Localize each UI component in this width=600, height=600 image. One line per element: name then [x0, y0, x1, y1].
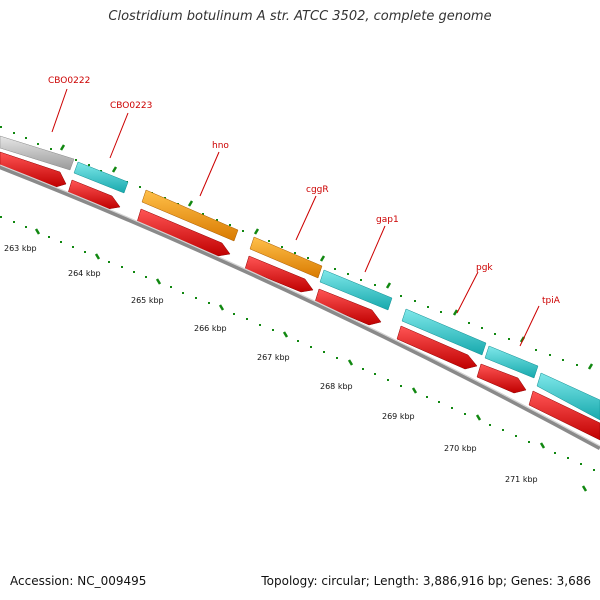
cds-arrow[interactable]	[396, 325, 478, 370]
gene-label-gap1[interactable]: gap1	[376, 215, 399, 225]
leader-line	[109, 112, 129, 159]
cds-arrow[interactable]	[67, 179, 121, 210]
outer-major-ticks	[59, 144, 594, 370]
cds-arrow[interactable]	[528, 390, 600, 441]
gene-label-cbo0223[interactable]: CBO0223	[110, 101, 152, 111]
leader-line	[51, 88, 68, 133]
genome-stats-text: Topology: circular; Length: 3,886,916 bp…	[261, 574, 591, 588]
genome-backbone	[0, 164, 600, 450]
scale-label-265: 265 kbp	[131, 296, 164, 305]
leader-line	[199, 151, 220, 197]
gene-hno-bar[interactable]	[141, 189, 239, 242]
outer-minor-ticks	[0, 126, 578, 366]
cds-arrow[interactable]	[136, 208, 231, 257]
scale-labels: 263 kbp 264 kbp 265 kbp 266 kbp 267 kbp …	[4, 244, 538, 484]
inner-major-ticks	[34, 228, 588, 492]
scale-label-269: 269 kbp	[382, 412, 415, 421]
cds-arrow[interactable]	[0, 151, 67, 188]
gene-cbo0222-bar[interactable]	[0, 135, 75, 171]
gene-labels: CBO0222 CBO0223 hno cggR gap1 pgk tpiA	[48, 76, 561, 347]
accession-text: Accession: NC_009495	[10, 574, 147, 588]
genome-title: Clostridium botulinum A str. ATCC 3502, …	[108, 9, 492, 24]
scale-label-267: 267 kbp	[257, 353, 290, 362]
gene-label-pgk[interactable]: pgk	[476, 263, 493, 273]
inner-minor-ticks	[0, 216, 595, 471]
cds-arrow[interactable]	[314, 288, 382, 326]
scale-label-263: 263 kbp	[4, 244, 37, 253]
leader-line	[456, 271, 479, 314]
gene-next-bar[interactable]	[536, 372, 600, 421]
gene-pgk-bar[interactable]	[401, 308, 487, 356]
cds-arrows	[0, 151, 600, 441]
scale-label-264: 264 kbp	[68, 269, 101, 278]
gene-label-tpia[interactable]: tpiA	[542, 296, 561, 306]
gene-label-cggr[interactable]: cggR	[306, 185, 329, 195]
outer-tick-track	[0, 126, 594, 370]
forward-strand-genes	[0, 135, 600, 421]
cds-arrow[interactable]	[244, 255, 314, 293]
scale-label-271: 271 kbp	[505, 475, 538, 484]
gene-gap1-bar[interactable]	[319, 269, 393, 311]
gene-label-hno[interactable]: hno	[212, 141, 229, 151]
inner-tick-track	[0, 216, 595, 492]
scale-label-268: 268 kbp	[320, 382, 353, 391]
leader-line	[364, 225, 386, 273]
leader-line	[519, 305, 540, 347]
gene-tpia-bar[interactable]	[484, 345, 539, 379]
scale-label-266: 266 kbp	[194, 324, 227, 333]
leader-line	[295, 195, 317, 241]
scale-label-270: 270 kbp	[444, 444, 477, 453]
gene-label-cbo0222[interactable]: CBO0222	[48, 76, 90, 86]
gene-cggr-bar[interactable]	[249, 236, 323, 279]
gene-cbo0223-bar[interactable]	[73, 161, 129, 194]
cds-arrow[interactable]	[476, 363, 527, 394]
